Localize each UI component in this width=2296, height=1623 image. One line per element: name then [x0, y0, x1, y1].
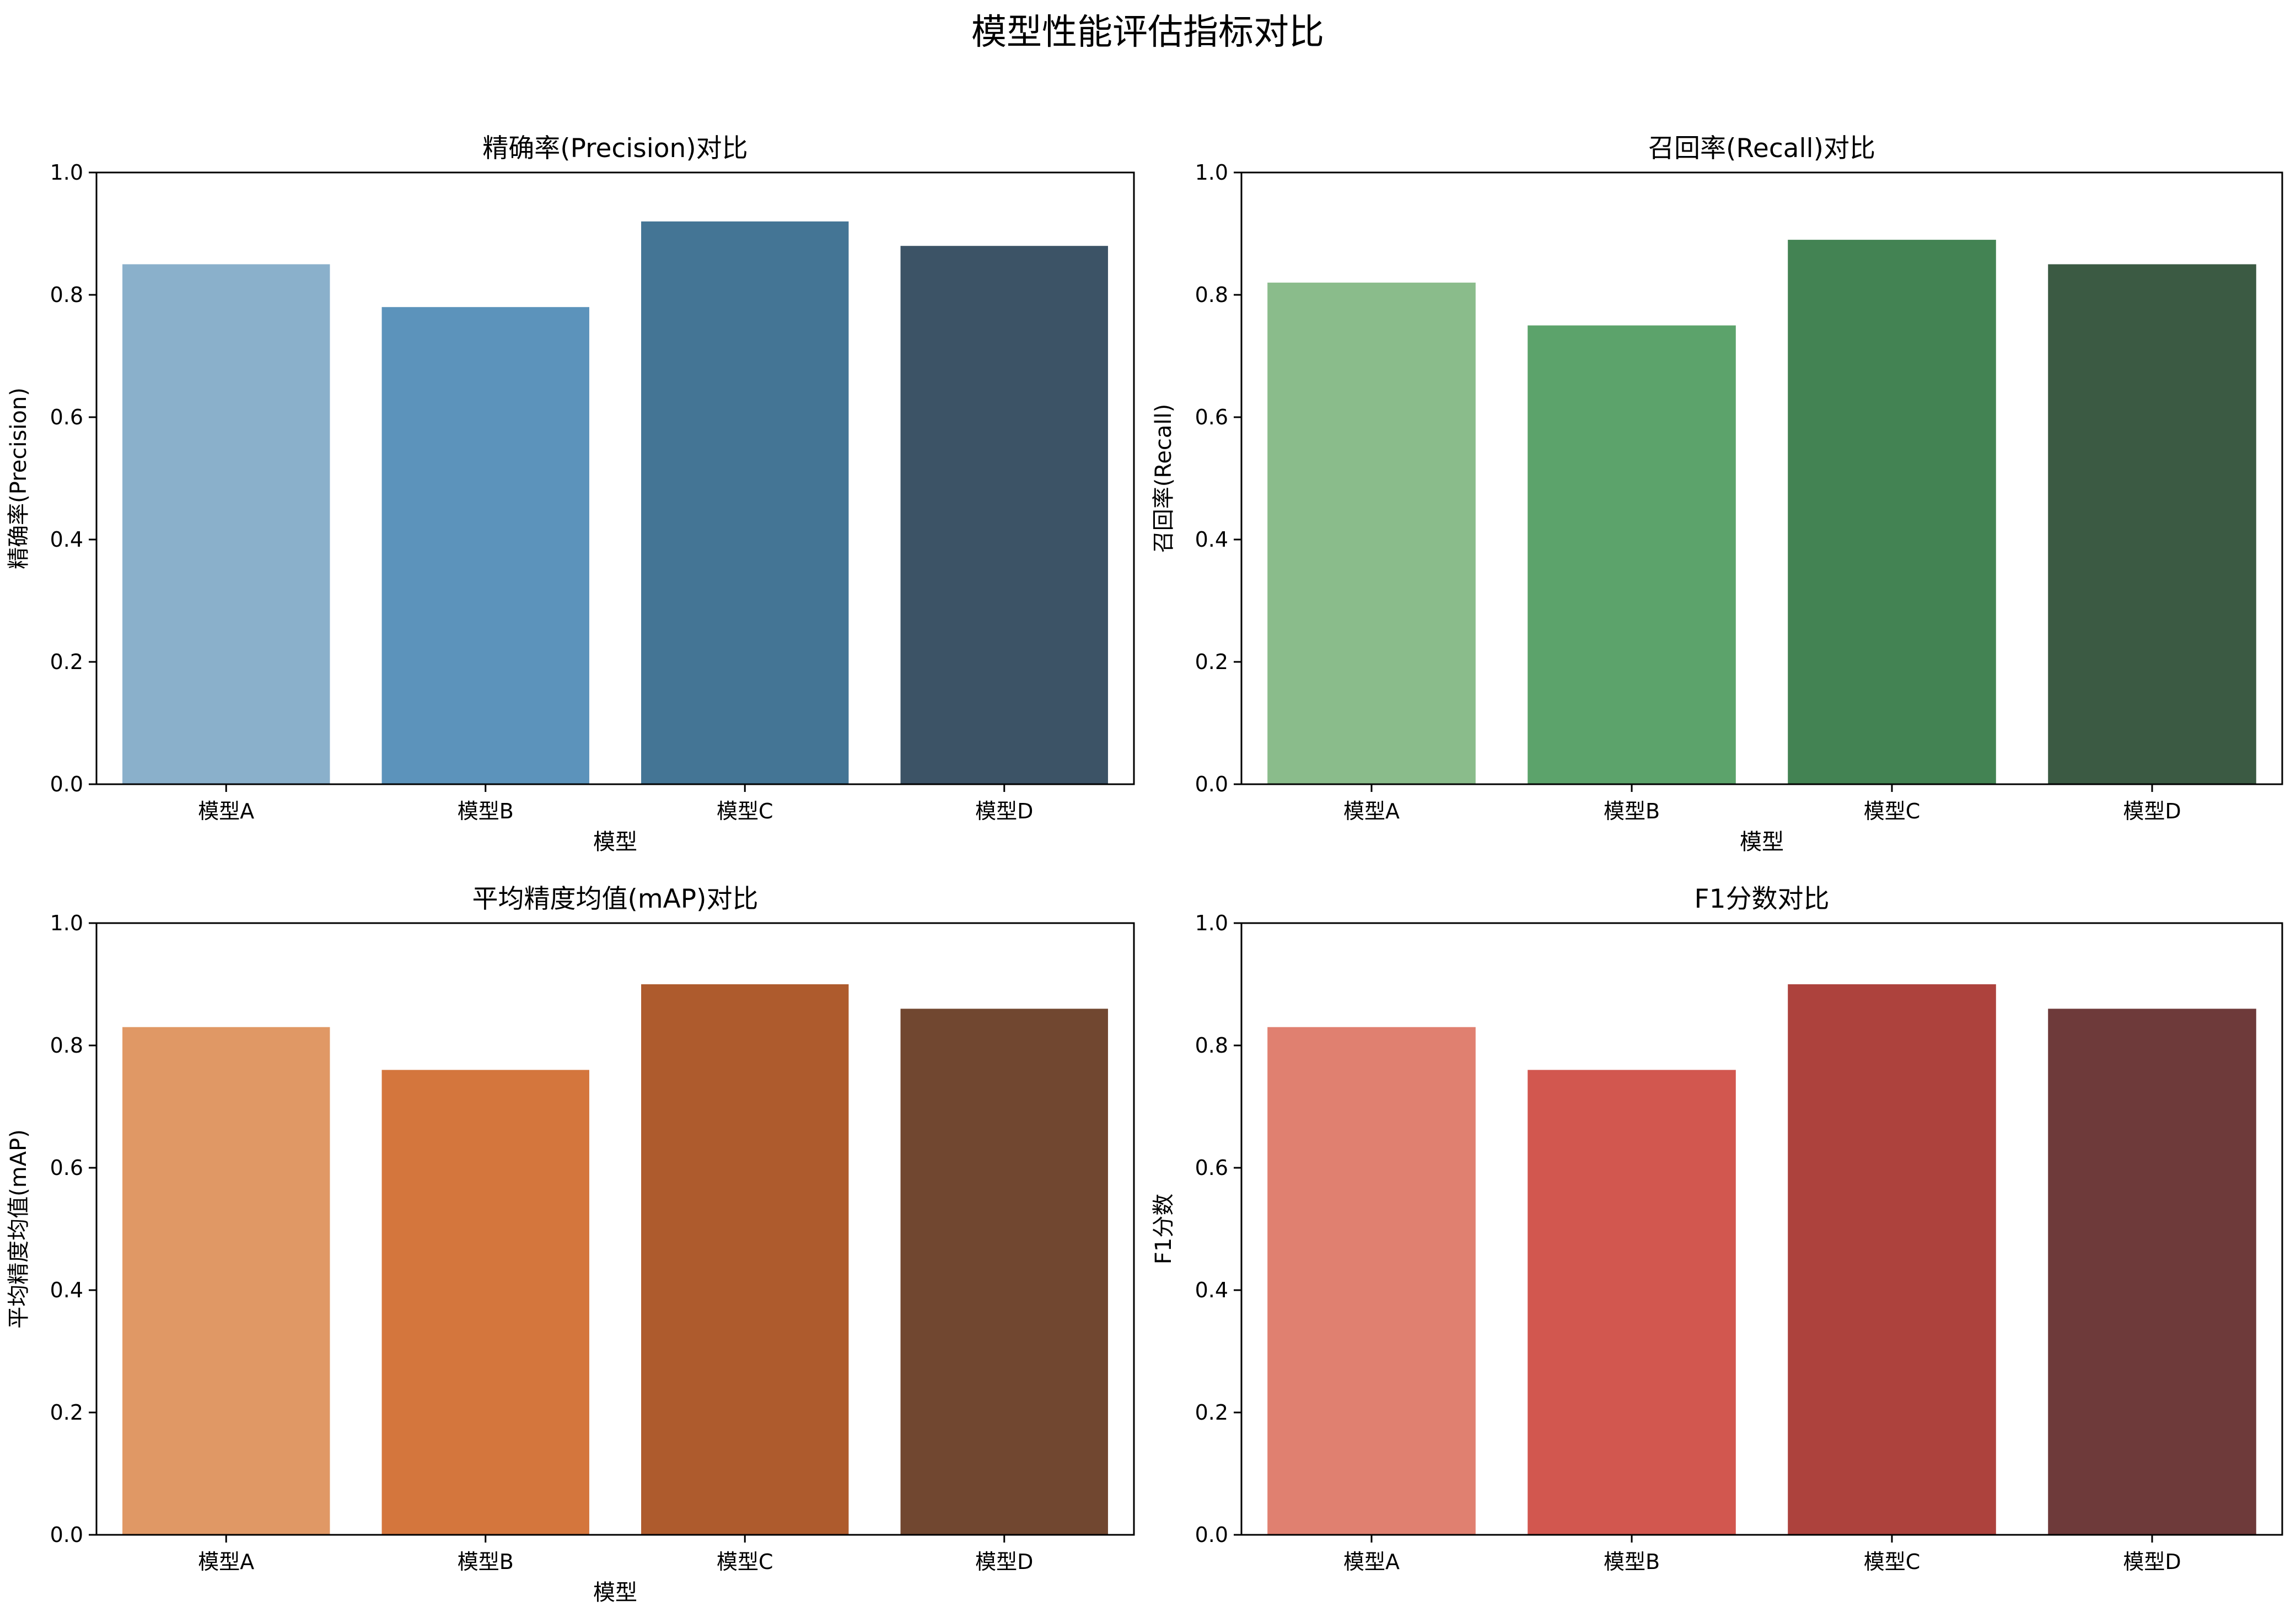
- chart-panels: 0.0 0.2 0.4 0.6 0.8 1.0 模型A 模型B 模型C 模型D 精确率(Precis…: [6, 133, 2283, 1605]
- x-axis-label-3: 模型: [593, 1580, 637, 1605]
- chart-panel-4: 0.0 0.2 0.4 0.6 0.8 1.0 模型A 模型B 模型C 模型D F1分数对比 F1分数: [1151, 884, 2283, 1574]
- y-tick-label-3-1: 0.0: [50, 1523, 83, 1547]
- chart-title-2: 召回率(Recall)对比: [1648, 133, 1875, 164]
- bar-2-1: [1267, 282, 1476, 784]
- y-tick-label-1-3: 0.4: [50, 527, 83, 552]
- y-axis-label-2: 召回率(Recall): [1151, 404, 1176, 553]
- y-tick-label-3-6: 1.0: [50, 911, 83, 935]
- x-tick-label-1-1: 模型A: [198, 799, 254, 823]
- y-axis-label-3: 平均精度均值(mAP): [6, 1129, 31, 1329]
- y-tick-label-1-1: 0.0: [50, 772, 83, 796]
- bar-3-2: [381, 1070, 589, 1535]
- x-tick-label-4-3: 模型C: [1864, 1550, 1921, 1574]
- x-tick-label-1-2: 模型B: [458, 799, 514, 823]
- x-tick-label-2-1: 模型A: [1343, 799, 1400, 823]
- x-tick-label-3-2: 模型B: [458, 1550, 514, 1574]
- y-tick-label-4-2: 0.2: [1195, 1400, 1228, 1425]
- axes-frame-1: [95, 171, 1135, 785]
- figure-title: 模型性能评估指标对比: [971, 12, 1324, 53]
- bar-1-2: [381, 307, 589, 784]
- x-tick-label-2-4: 模型D: [2123, 799, 2181, 823]
- axes-frame-4: [1240, 922, 2283, 1536]
- x-tick-label-3-4: 模型D: [975, 1550, 1033, 1574]
- chart-title-4: F1分数对比: [1695, 884, 1830, 914]
- bar-3-4: [900, 1009, 1108, 1535]
- y-axis-label-4: F1分数: [1151, 1194, 1176, 1264]
- bar-1-4: [900, 246, 1108, 784]
- x-tick-label-4-2: 模型B: [1604, 1550, 1660, 1574]
- bar-4-3: [1788, 984, 1996, 1535]
- x-tick-label-1-3: 模型C: [717, 799, 773, 823]
- y-tick-label-3-2: 0.2: [50, 1400, 83, 1425]
- chart-title-3: 平均精度均值(mAP)对比: [472, 884, 759, 914]
- axes-frame-2: [1240, 171, 2283, 785]
- x-tick-label-3-3: 模型C: [717, 1550, 773, 1574]
- bar-4-2: [1528, 1070, 1736, 1535]
- x-axis-label-1: 模型: [593, 829, 637, 855]
- y-tick-label-1-5: 0.8: [50, 283, 83, 307]
- x-tick-label-1-4: 模型D: [975, 799, 1033, 823]
- y-tick-label-1-6: 1.0: [50, 160, 83, 185]
- y-axis-label-1: 精确率(Precision): [6, 387, 31, 569]
- y-tick-label-4-6: 1.0: [1195, 911, 1228, 935]
- bar-3-1: [122, 1027, 330, 1535]
- bar-3-3: [641, 984, 849, 1535]
- y-tick-label-3-3: 0.4: [50, 1278, 83, 1302]
- y-tick-label-2-3: 0.4: [1195, 527, 1228, 552]
- bar-2-2: [1528, 325, 1736, 784]
- y-tick-label-4-1: 0.0: [1195, 1523, 1228, 1547]
- y-tick-label-1-4: 0.6: [50, 405, 83, 429]
- y-tick-label-3-4: 0.6: [50, 1156, 83, 1180]
- x-tick-label-4-1: 模型A: [1343, 1550, 1400, 1574]
- x-tick-label-2-2: 模型B: [1604, 799, 1660, 823]
- chart-panel-1: 0.0 0.2 0.4 0.6 0.8 1.0 模型A 模型B 模型C 模型D 精确率(Precis…: [6, 133, 1135, 855]
- chart-panel-3: 0.0 0.2 0.4 0.6 0.8 1.0 模型A 模型B 模型C 模型D 平均精度均值(mAP…: [6, 884, 1135, 1605]
- y-tick-label-4-5: 0.8: [1195, 1033, 1228, 1058]
- chart-panel-2: 0.0 0.2 0.4 0.6 0.8 1.0 模型A 模型B 模型C 模型D 召回率(Recall…: [1151, 133, 2283, 855]
- y-tick-label-2-1: 0.0: [1195, 772, 1228, 796]
- x-tick-label-4-4: 模型D: [2123, 1550, 2181, 1574]
- bar-4-1: [1267, 1027, 1476, 1535]
- axes-frame-3: [95, 922, 1135, 1536]
- y-tick-label-3-5: 0.8: [50, 1033, 83, 1058]
- y-tick-label-2-6: 1.0: [1195, 160, 1228, 185]
- y-tick-label-2-5: 0.8: [1195, 283, 1228, 307]
- chart-title-1: 精确率(Precision)对比: [482, 133, 748, 164]
- bar-1-3: [641, 221, 849, 784]
- x-tick-label-3-1: 模型A: [198, 1550, 254, 1574]
- y-tick-label-4-4: 0.6: [1195, 1156, 1228, 1180]
- bar-4-4: [2048, 1009, 2256, 1535]
- bar-2-4: [2048, 264, 2256, 784]
- y-tick-label-2-2: 0.2: [1195, 650, 1228, 674]
- y-tick-label-2-4: 0.6: [1195, 405, 1228, 429]
- y-tick-label-1-2: 0.2: [50, 650, 83, 674]
- bar-2-3: [1788, 240, 1996, 785]
- x-tick-label-2-3: 模型C: [1864, 799, 1921, 823]
- bar-1-1: [122, 264, 330, 784]
- y-tick-label-4-3: 0.4: [1195, 1278, 1228, 1302]
- x-axis-label-2: 模型: [1740, 829, 1784, 855]
